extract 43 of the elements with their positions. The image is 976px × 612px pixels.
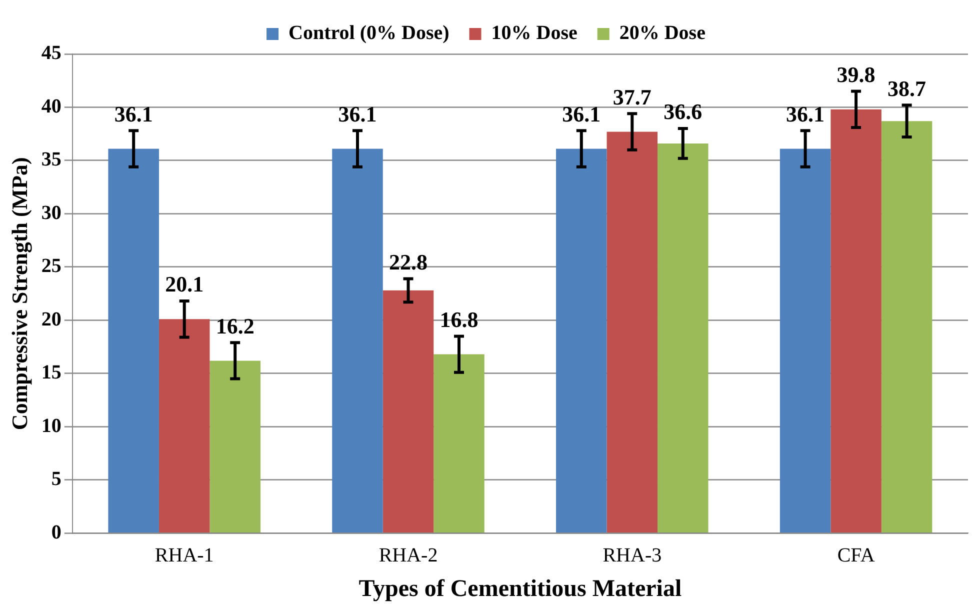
- data-label: 39.8: [836, 62, 876, 87]
- y-tick-label: 35: [41, 148, 62, 171]
- y-tick-label: 15: [41, 362, 62, 384]
- y-tick-label: 25: [41, 255, 62, 278]
- y-tick-label: 20: [41, 308, 62, 330]
- x-axis-title: Types of Cementitious Material: [358, 576, 682, 602]
- legend-label: Control (0% Dose): [288, 22, 450, 44]
- data-label: 16.8: [440, 306, 478, 332]
- data-label: 37.7: [612, 84, 652, 110]
- data-label: 36.1: [338, 101, 377, 126]
- y-tick-label: 0: [51, 521, 62, 544]
- bar: [556, 148, 607, 532]
- y-tick-label: 10: [41, 414, 62, 437]
- bar: [658, 143, 708, 532]
- data-label: 22.8: [389, 249, 428, 274]
- y-tick-label: 45: [41, 42, 62, 64]
- bar: [881, 121, 932, 532]
- bar: [830, 109, 882, 532]
- bar: [434, 354, 484, 532]
- bar: [780, 148, 831, 532]
- bar: [606, 132, 658, 532]
- bar: [382, 290, 434, 532]
- legend-label: 20% Dose: [619, 22, 706, 44]
- bar: [210, 360, 260, 532]
- bar: [158, 319, 210, 532]
- x-tick-label: CFA: [837, 544, 876, 566]
- x-tick-label: RHA-2: [378, 544, 438, 566]
- data-label: 16.2: [216, 313, 254, 338]
- bar: [108, 148, 159, 532]
- y-tick-label: 5: [51, 468, 62, 490]
- data-label: 36.1: [786, 101, 825, 126]
- data-label: 20.1: [165, 272, 204, 297]
- data-label: 36.1: [562, 101, 601, 126]
- y-tick-label: 30: [41, 202, 62, 224]
- data-label: 38.7: [888, 76, 926, 101]
- y-axis-title: Compressive Strength (MPa): [6, 157, 32, 430]
- legend-label: 10% Dose: [491, 22, 578, 44]
- data-label: 36.1: [114, 101, 153, 126]
- data-label: 36.6: [664, 99, 702, 124]
- bar: [332, 148, 383, 532]
- x-tick-label: RHA-3: [602, 544, 662, 566]
- y-tick-label: 40: [41, 95, 62, 118]
- x-tick-label: RHA-1: [154, 544, 214, 566]
